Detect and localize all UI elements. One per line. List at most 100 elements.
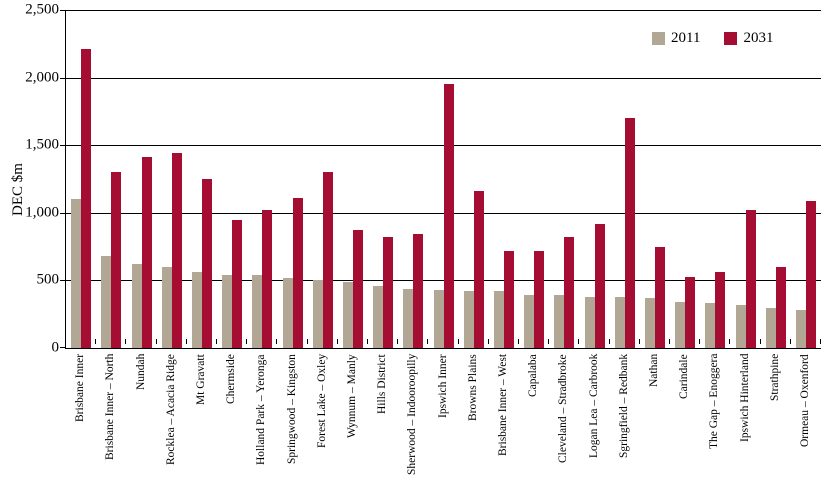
- x-tick-mark: [185, 339, 187, 344]
- y-tick-label-1000: 1,000: [25, 204, 59, 221]
- x-category-label-4: Mt Gravatt: [194, 354, 207, 405]
- plot-area: [60, 10, 821, 349]
- legend-label-2011: 2011: [671, 30, 701, 46]
- bar-2031-12: [443, 84, 454, 348]
- x-tick-mark: [759, 339, 761, 344]
- x-category-label-0: Brisbane Inner: [74, 354, 87, 423]
- bar-2011-17: [584, 296, 595, 348]
- bar-2011-0: [71, 199, 82, 348]
- y-tick-mark: [60, 280, 65, 282]
- x-tick-mark: [729, 339, 731, 344]
- y-tick-label-2000: 2,000: [25, 69, 59, 86]
- x-category-label-10: Hills District: [376, 354, 389, 414]
- bar-2011-8: [312, 280, 323, 348]
- bar-2011-22: [735, 305, 746, 348]
- bar-2031-18: [624, 118, 635, 348]
- bar-2031-14: [503, 250, 514, 348]
- x-category-label-23: Strathpine: [768, 354, 781, 402]
- bar-2031-16: [564, 236, 575, 348]
- bar-2011-10: [373, 285, 384, 348]
- x-category-label-1: Brisbane Inner – North: [104, 354, 117, 461]
- bar-2031-7: [292, 197, 303, 348]
- gridline-2500: [66, 10, 821, 11]
- x-category-label-21: The Gap – Enoggera: [708, 354, 721, 450]
- bar-2011-9: [342, 281, 353, 348]
- x-tick-mark: [578, 339, 580, 344]
- bar-2011-18: [614, 297, 625, 348]
- y-tick-label-0: 0: [51, 339, 60, 356]
- x-tick-mark: [638, 339, 640, 344]
- bar-2031-11: [413, 233, 424, 348]
- x-category-label-24: Ormeau – Oxenford: [798, 354, 811, 447]
- bar-2011-19: [644, 298, 655, 348]
- legend-label-2031: 2031: [743, 30, 774, 46]
- bar-2011-6: [252, 275, 263, 348]
- legend-item-2031: 2031: [724, 30, 773, 47]
- x-tick-mark: [427, 339, 429, 344]
- x-tick-mark: [216, 339, 217, 344]
- bar-2031-5: [232, 219, 243, 348]
- bar-2011-23: [765, 308, 776, 348]
- bar-2031-8: [322, 172, 333, 348]
- x-category-label-22: Ipswich Hinterland: [738, 354, 751, 443]
- bar-2011-2: [131, 264, 142, 348]
- x-tick-mark: [336, 339, 338, 344]
- legend-swatch-2031: [724, 32, 738, 45]
- x-tick-mark: [397, 339, 399, 344]
- x-category-label-11: Sherwood – Indooroopilly: [406, 354, 419, 476]
- x-tick-mark: [95, 339, 97, 344]
- x-tick-mark: [306, 339, 308, 344]
- x-tick-mark: [246, 339, 248, 344]
- x-tick-mark: [518, 339, 519, 344]
- x-category-label-18: Sgringfield – Redbank: [617, 354, 630, 459]
- x-tick-mark: [367, 339, 368, 344]
- bar-2031-10: [383, 236, 394, 348]
- x-category-label-5: Chermside: [225, 354, 238, 404]
- x-tick-mark: [125, 339, 127, 344]
- y-tick-mark: [60, 145, 65, 147]
- bar-2031-2: [141, 157, 152, 348]
- x-category-label-2: Nundah: [134, 354, 147, 391]
- bar-2011-5: [222, 275, 233, 348]
- bar-2011-20: [675, 302, 686, 348]
- x-category-label-15: Capalaba: [527, 354, 540, 397]
- x-tick-mark: [457, 339, 459, 344]
- bar-2031-22: [745, 210, 756, 348]
- x-category-label-12: Ipswich Inner: [436, 354, 449, 418]
- x-category-label-3: Rocklea – Acacia Ridge: [164, 354, 177, 465]
- legend: 2011 2031: [652, 30, 773, 47]
- bar-2031-24: [805, 200, 816, 348]
- x-tick-mark: [699, 339, 701, 344]
- bar-2031-17: [594, 223, 605, 348]
- x-tick-mark: [789, 339, 791, 344]
- bar-2011-3: [161, 266, 172, 348]
- x-category-label-8: Forest Lake – Oxley: [315, 354, 328, 449]
- bar-2031-20: [685, 277, 696, 348]
- bar-2031-23: [775, 266, 786, 348]
- bar-2011-16: [554, 295, 565, 348]
- x-category-label-20: Carindale: [678, 354, 691, 399]
- x-tick-mark: [608, 339, 610, 344]
- x-category-label-9: Wynnum – Manly: [345, 354, 358, 438]
- y-tick-mark: [60, 347, 65, 348]
- bar-2031-13: [473, 190, 484, 348]
- bar-2011-7: [282, 277, 293, 348]
- bar-2011-1: [101, 256, 112, 348]
- bar-2011-15: [524, 295, 535, 348]
- bar-2011-12: [433, 289, 444, 348]
- x-tick-mark: [548, 339, 550, 344]
- bar-2031-19: [654, 247, 665, 348]
- bar-2031-4: [201, 179, 212, 348]
- bar-2031-6: [262, 210, 273, 348]
- legend-swatch-2011: [652, 32, 665, 45]
- bar-2031-9: [352, 229, 363, 348]
- bar-2011-21: [705, 302, 716, 348]
- x-category-label-17: Logan Lea – Carbrook: [587, 354, 600, 459]
- x-tick-mark: [65, 339, 66, 344]
- x-category-label-7: Springwood – Kingston: [285, 354, 298, 464]
- x-tick-mark: [487, 339, 489, 344]
- y-tick-label-2500: 2,500: [25, 1, 59, 18]
- y-tick-label-1500: 1,500: [25, 136, 59, 153]
- bar-2031-0: [81, 49, 92, 348]
